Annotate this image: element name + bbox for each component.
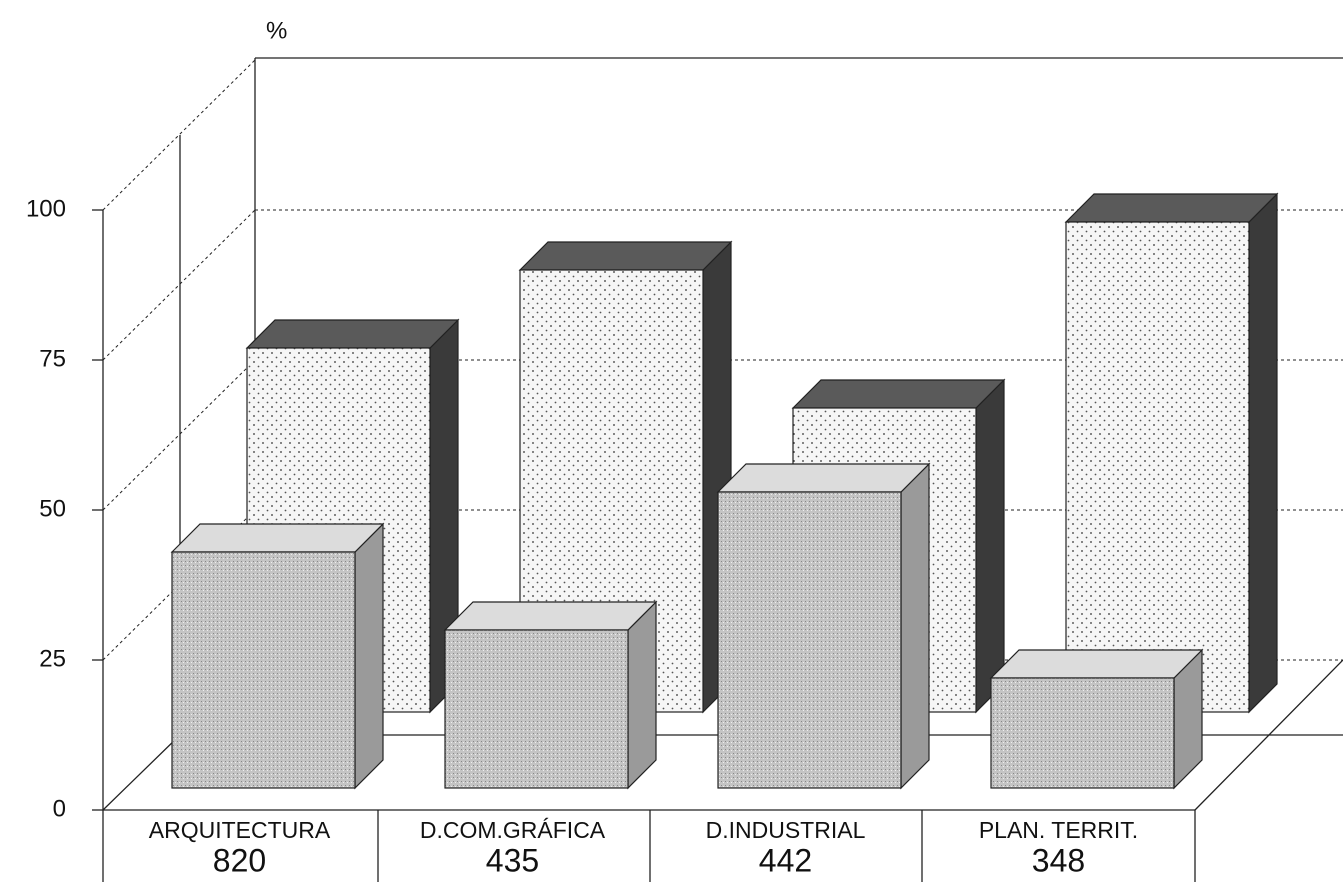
x-tick-label: ARQUITECTURA	[149, 817, 331, 843]
bar-top	[245, 319, 460, 349]
grid-line	[102, 59, 256, 211]
bar-top	[443, 601, 658, 631]
category-count: 442	[759, 842, 812, 878]
grid-line	[102, 359, 256, 511]
y-axis-label: %	[266, 17, 287, 44]
x-tick-label: D.COM.GRÁFICA	[420, 817, 606, 843]
bar	[444, 629, 629, 789]
bar-top	[518, 241, 733, 271]
category-count: 435	[486, 842, 539, 878]
y-tick-label: 75	[39, 345, 66, 372]
y-tick-label: 0	[53, 795, 66, 822]
bar	[1065, 221, 1250, 713]
bar-top	[170, 523, 385, 553]
y-tick-label: 50	[39, 495, 66, 522]
category-count: 820	[213, 842, 266, 878]
bar-top	[989, 649, 1204, 679]
bar-side	[627, 600, 657, 790]
x-tick-label: D.INDUSTRIAL	[706, 817, 866, 843]
bar	[717, 491, 902, 789]
bar-side	[354, 522, 384, 790]
bar-top	[716, 463, 931, 493]
bar	[171, 551, 356, 789]
bar-top	[791, 379, 1006, 409]
bar	[990, 677, 1175, 789]
bar-top	[1064, 193, 1279, 223]
y-tick-label: 25	[39, 645, 66, 672]
bar-side	[975, 378, 1005, 714]
y-tick-label: 100	[26, 195, 66, 222]
bar-side	[1248, 192, 1278, 714]
bar-side	[900, 462, 930, 790]
category-count: 348	[1032, 842, 1085, 878]
grid-line	[102, 209, 256, 361]
x-tick-label: PLAN. TERRIT.	[979, 817, 1138, 843]
